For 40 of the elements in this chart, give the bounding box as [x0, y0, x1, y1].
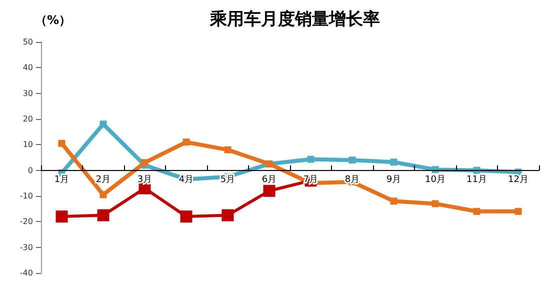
point	[56, 210, 68, 223]
point	[58, 140, 66, 147]
y-tick-label: 0	[28, 166, 33, 175]
y-tick-label: 10	[22, 140, 33, 150]
x-tick-label: 12月	[508, 174, 528, 185]
x-tick-label: 3月	[137, 174, 152, 185]
y-tick-label: 20	[22, 114, 33, 124]
x-tick-label: 4月	[178, 174, 194, 185]
point	[222, 209, 234, 222]
point	[348, 156, 356, 164]
x-tick-label: 9月	[386, 174, 402, 185]
point	[390, 198, 398, 205]
y-tick-label: -10	[20, 192, 33, 200]
point	[100, 191, 107, 198]
y-tick-label: 30	[22, 88, 33, 98]
point	[141, 159, 148, 166]
point	[473, 208, 480, 215]
point	[100, 120, 107, 128]
point	[307, 156, 314, 163]
y-axis-title: （%）	[35, 13, 72, 27]
y-tick-label: 50	[22, 38, 33, 46]
y-tick-label: -20	[20, 217, 33, 226]
x-tick-label: 1月	[54, 174, 70, 185]
x-tick-label: 6月	[262, 174, 277, 185]
point	[97, 209, 110, 222]
point	[514, 208, 522, 215]
x-tick-label: 10月	[425, 174, 446, 185]
y-tick-label: 40	[22, 63, 33, 72]
point	[182, 138, 190, 146]
x-tick-label: 2月	[96, 174, 111, 185]
x-tick-label: 7月	[303, 174, 318, 185]
point	[263, 184, 276, 197]
y-tick-label: -40	[20, 268, 33, 278]
point	[432, 200, 439, 208]
point	[180, 210, 192, 223]
point	[390, 158, 398, 166]
x-tick-label: 11月	[466, 174, 487, 185]
chart-title: 乘用车月度销量增长率	[209, 10, 380, 30]
point	[224, 146, 232, 154]
y-tick-label: -30	[20, 242, 33, 252]
